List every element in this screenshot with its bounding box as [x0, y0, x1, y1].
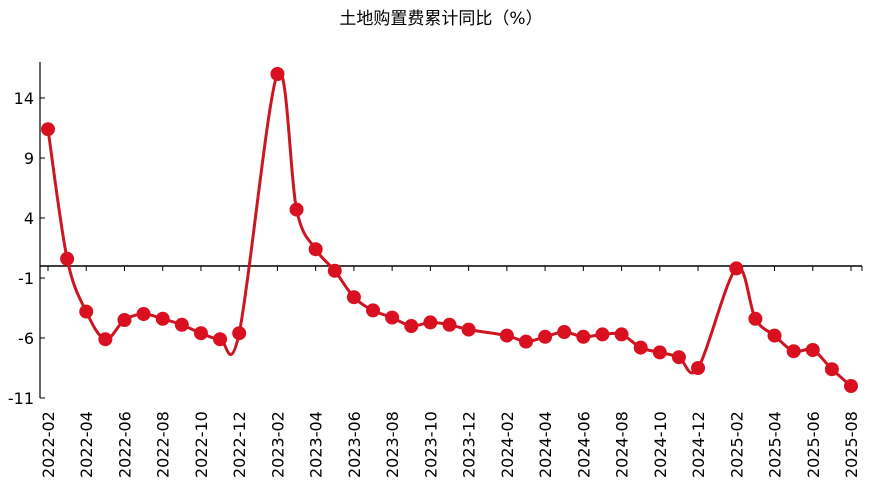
data-point [557, 325, 572, 339]
x-tick-label: 2023-12 [460, 411, 479, 478]
x-tick-labels: 2022-02 2022-04 2022-06 2022-08 2022-10 2022-… [39, 411, 861, 478]
data-point [652, 345, 667, 360]
x-tick-label: 2025-08 [842, 411, 861, 478]
data-point [117, 313, 132, 327]
x-tick-label: 2024-08 [613, 411, 632, 478]
data-point [232, 326, 247, 341]
x-tick-label: 2024-12 [689, 411, 708, 478]
data-point [404, 319, 419, 333]
y-axis: 14 9 4 -1 -6 -11 [8, 62, 45, 408]
data-point [576, 329, 591, 344]
data-point [461, 322, 476, 337]
data-point [174, 317, 189, 332]
y-tick-label: 14 [14, 89, 34, 108]
data-point [98, 332, 113, 347]
x-tick-label: 2024-10 [651, 411, 670, 478]
y-tick-label: 4 [24, 209, 34, 228]
x-tick-label: 2025-02 [727, 411, 746, 478]
data-point [595, 327, 610, 342]
y-tick-label: -11 [8, 389, 34, 408]
data-point [614, 327, 629, 342]
data-point [538, 329, 553, 344]
x-tick-label: 2024-04 [536, 411, 555, 478]
baseline-axis [40, 265, 863, 271]
x-tick-label: 2024-02 [498, 411, 517, 478]
data-point [633, 340, 648, 355]
x-tick-label: 2023-06 [345, 411, 364, 478]
data-point [41, 122, 55, 137]
data-point [136, 307, 151, 321]
data-point [805, 343, 820, 357]
x-tick-label: 2022-02 [39, 411, 58, 478]
data-point [442, 317, 457, 332]
x-tick-label: 2024-06 [574, 411, 593, 478]
data-point [193, 326, 208, 341]
data-point [289, 202, 304, 217]
x-tick-label: 2022-04 [77, 411, 96, 478]
data-point [786, 344, 801, 359]
data-point [671, 350, 686, 365]
data-point [748, 311, 763, 326]
x-tick-label: 2023-02 [268, 411, 287, 478]
y-tick-label: 9 [24, 149, 34, 168]
series-group [41, 67, 858, 393]
x-tick-label: 2022-10 [192, 411, 211, 478]
x-tick-label: 2023-08 [383, 411, 402, 478]
data-point [423, 315, 438, 330]
data-point [691, 361, 706, 375]
x-tick-label: 2025-04 [766, 411, 785, 478]
data-point [79, 304, 94, 319]
data-point [155, 311, 170, 326]
data-point [60, 251, 75, 266]
data-point [385, 310, 400, 325]
data-point [213, 332, 228, 347]
data-point [346, 290, 361, 305]
x-tick-label: 2022-08 [154, 411, 173, 478]
x-tick-label: 2022-12 [230, 411, 249, 478]
x-tick-label: 2023-10 [421, 411, 440, 478]
data-point [270, 67, 285, 81]
y-tick-label: -6 [18, 329, 34, 348]
x-tick-label: 2025-06 [804, 411, 823, 478]
x-tick-label: 2023-04 [307, 411, 326, 478]
data-point [729, 261, 744, 276]
chart-title: 土地购置费累计同比（%） [339, 9, 543, 29]
x-tick-label: 2022-06 [115, 411, 134, 478]
data-point [327, 263, 342, 278]
data-point [308, 242, 323, 257]
y-tick-label: -1 [18, 269, 34, 288]
data-point [499, 328, 514, 343]
data-point [824, 362, 839, 377]
data-point [844, 379, 858, 393]
data-point [518, 334, 533, 349]
series-line [46, 70, 852, 388]
data-point [767, 328, 782, 343]
data-point [366, 303, 381, 318]
